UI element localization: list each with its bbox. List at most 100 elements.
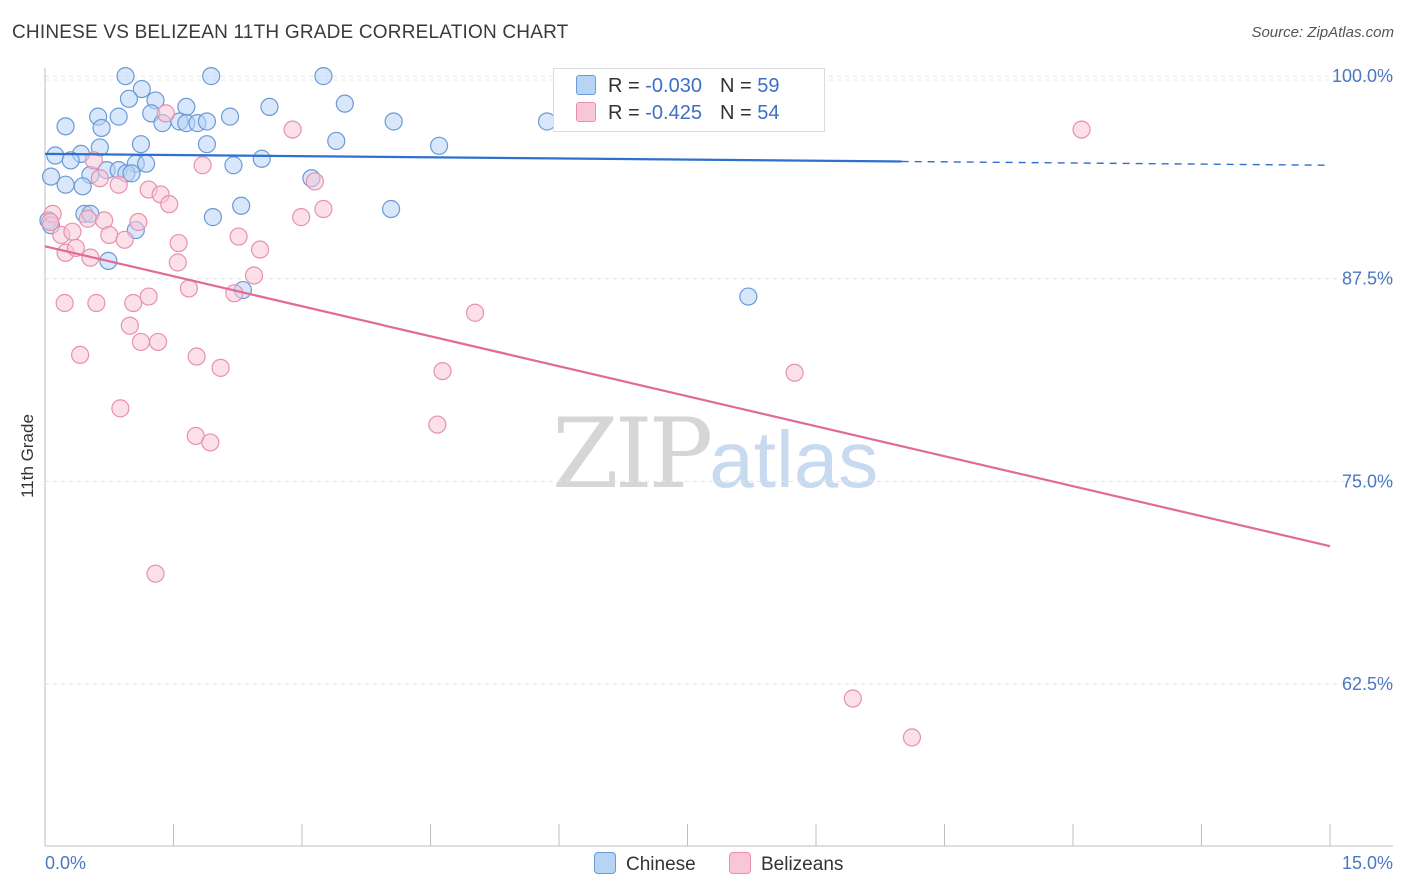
grid-lines <box>45 75 1393 685</box>
bottom-legend-label-belizeans: Belizeans <box>761 854 844 875</box>
chinese-point <box>109 107 128 126</box>
bottom-legend-chinese: Chinese <box>594 852 696 876</box>
belizean-trend-line <box>44 245 1331 548</box>
bottom-legend-swatch-chinese <box>594 852 616 874</box>
data-points <box>39 67 1091 747</box>
chinese-point <box>232 196 251 215</box>
chinese-point <box>56 175 75 194</box>
belizean-point <box>115 230 134 249</box>
belizean-point <box>902 728 922 747</box>
belizean-point <box>433 361 452 381</box>
chinese-point <box>314 67 333 86</box>
chinese-point <box>203 208 223 227</box>
chinese-point <box>327 131 346 151</box>
chinese-point <box>739 287 758 306</box>
legend-r-value-chinese: -0.030 <box>645 75 702 97</box>
chinese-point <box>122 164 141 183</box>
belizean-point <box>131 332 151 352</box>
legend-n-label: N = <box>719 75 752 97</box>
belizean-point <box>314 199 333 219</box>
belizean-point <box>71 345 90 364</box>
belizean-point <box>160 195 179 214</box>
x-tick-label: 15.0% <box>1342 853 1393 873</box>
belizean-point <box>87 293 106 313</box>
belizean-point <box>201 433 220 452</box>
chinese-point <box>116 67 135 86</box>
bottom-legend-label-chinese: Chinese <box>626 854 696 875</box>
y-tick-label: 62.5% <box>1342 674 1393 694</box>
chinese-trend-line-extension <box>901 160 1331 166</box>
belizean-point <box>84 151 103 170</box>
belizean-point <box>229 227 248 246</box>
legend-n-value-chinese: 59 <box>757 75 780 97</box>
belizean-point <box>169 233 188 253</box>
chinese-point <box>202 67 221 86</box>
watermark-zip: ZIP <box>552 398 713 510</box>
belizean-point <box>244 266 264 285</box>
chinese-point <box>61 151 80 170</box>
x-tick-labels: 0.0% 15.0% <box>45 853 1393 873</box>
belizean-point <box>109 175 128 194</box>
chinese-point <box>92 118 111 138</box>
correlation-legend: R = -0.030 N = 59 R = -0.425 N = 54 <box>553 68 825 132</box>
y-tick-labels: 100.0% 87.5% 75.0% 62.5% <box>1332 66 1393 694</box>
chinese-point <box>56 117 75 136</box>
axes <box>44 68 1393 847</box>
legend-n-value-belizeans: 54 <box>757 102 780 124</box>
legend-n-label: N = <box>719 102 752 124</box>
chinese-point <box>46 146 65 165</box>
y-axis-label: 11th Grade <box>18 414 37 498</box>
chinese-point <box>335 94 354 113</box>
legend-row-chinese: R = -0.030 N = 59 <box>576 75 779 101</box>
watermark-atlas: atlas <box>709 415 879 504</box>
belizean-point <box>63 222 82 241</box>
belizean-point <box>292 208 311 227</box>
belizean-point <box>124 293 143 313</box>
belizean-point <box>129 212 148 232</box>
belizean-point <box>193 156 212 175</box>
chinese-point <box>197 135 217 154</box>
belizean-point <box>100 225 119 245</box>
chinese-point <box>131 135 151 154</box>
belizean-point <box>785 363 804 382</box>
chinese-point <box>384 112 403 131</box>
legend-r-value-belizeans: -0.425 <box>645 102 702 124</box>
belizean-point <box>156 104 175 123</box>
legend-row-belizeans: R = -0.425 N = 54 <box>576 102 779 128</box>
chinese-point <box>224 156 243 175</box>
belizean-point <box>41 212 60 232</box>
chinese-point <box>381 199 401 219</box>
legend-r-label: R = <box>608 75 640 97</box>
belizean-point <box>146 564 165 583</box>
chinese-point <box>252 149 271 168</box>
belizean-point <box>78 209 97 228</box>
legend-swatch-belizeans <box>576 102 596 122</box>
chinese-point <box>73 177 92 196</box>
chinese-point <box>41 167 61 186</box>
chinese-point <box>220 107 240 126</box>
bottom-legend-swatch-belizeans <box>729 852 751 874</box>
belizean-point <box>250 240 270 259</box>
x-tick-label: 0.0% <box>45 853 86 873</box>
belizean-point <box>465 303 485 322</box>
legend-r-label: R = <box>608 102 640 124</box>
belizean-point <box>283 120 302 139</box>
chinese-point <box>197 112 217 131</box>
belizean-point <box>211 358 230 377</box>
belizean-point <box>225 284 244 303</box>
belizean-point <box>55 293 74 313</box>
belizean-point <box>179 279 199 298</box>
belizean-point <box>305 172 324 191</box>
chart-title: CHINESE VS BELIZEAN 11TH GRADE CORRELATI… <box>12 22 569 43</box>
y-tick-label: 87.5% <box>1342 269 1393 289</box>
watermark: ZIPatlas <box>552 398 878 510</box>
trend-lines <box>44 152 1331 548</box>
belizean-point <box>428 415 447 434</box>
chinese-trend-line <box>44 152 902 163</box>
legend-swatch-chinese <box>576 75 596 95</box>
chinese-point <box>132 79 151 99</box>
y-tick-label: 75.0% <box>1342 471 1393 491</box>
belizean-point <box>1072 120 1091 139</box>
bottom-legend-belizeans: Belizeans <box>729 852 843 876</box>
